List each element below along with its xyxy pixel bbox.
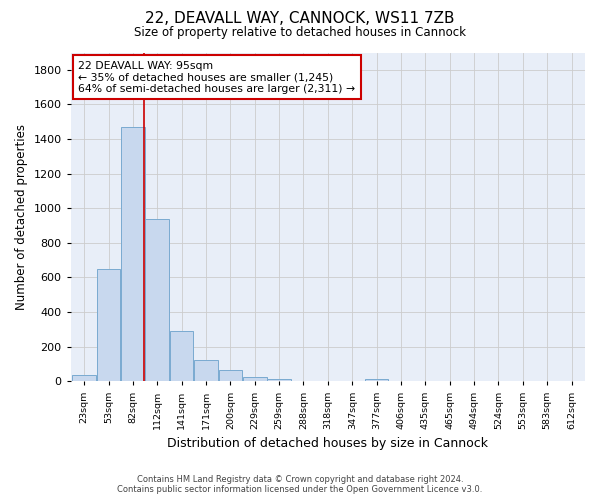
Text: 22, DEAVALL WAY, CANNOCK, WS11 7ZB: 22, DEAVALL WAY, CANNOCK, WS11 7ZB xyxy=(145,11,455,26)
Bar xyxy=(145,218,169,382)
Bar xyxy=(194,360,218,382)
Bar xyxy=(243,377,266,382)
X-axis label: Distribution of detached houses by size in Cannock: Distribution of detached houses by size … xyxy=(167,437,488,450)
Text: Contains HM Land Registry data © Crown copyright and database right 2024.
Contai: Contains HM Land Registry data © Crown c… xyxy=(118,474,482,494)
Bar xyxy=(73,375,96,382)
Bar xyxy=(218,370,242,382)
Bar xyxy=(170,331,193,382)
Bar xyxy=(268,378,291,382)
Bar xyxy=(365,378,388,382)
Text: Size of property relative to detached houses in Cannock: Size of property relative to detached ho… xyxy=(134,26,466,39)
Bar xyxy=(121,127,145,382)
Text: 22 DEAVALL WAY: 95sqm
← 35% of detached houses are smaller (1,245)
64% of semi-d: 22 DEAVALL WAY: 95sqm ← 35% of detached … xyxy=(79,60,356,94)
Bar xyxy=(97,269,120,382)
Y-axis label: Number of detached properties: Number of detached properties xyxy=(15,124,28,310)
